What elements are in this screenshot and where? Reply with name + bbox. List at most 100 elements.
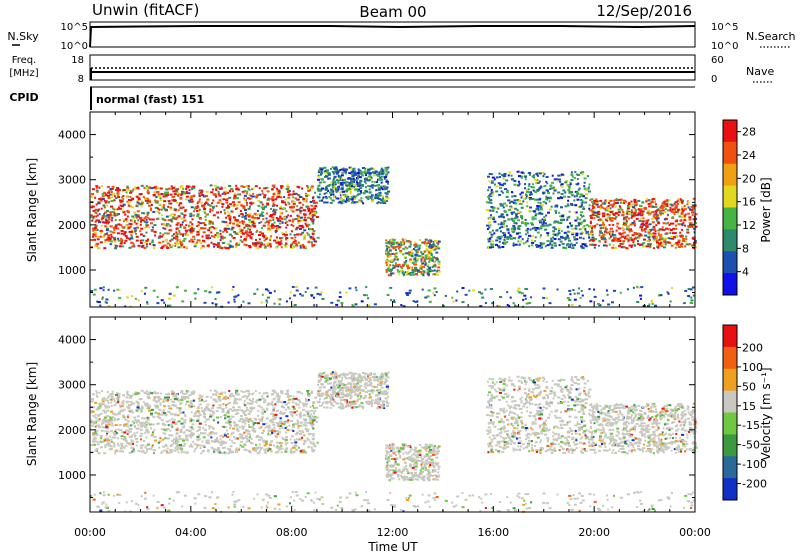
scatter-cell xyxy=(249,441,252,444)
scatter-cell xyxy=(461,287,465,289)
scatter-cell xyxy=(117,392,121,395)
scatter-cell xyxy=(189,225,193,228)
scatter-cell xyxy=(197,288,200,291)
scatter-cell xyxy=(228,185,232,187)
scatter-cell xyxy=(229,245,233,248)
scatter-cell xyxy=(147,226,150,229)
scatter-cell xyxy=(321,298,325,300)
scatter-cell xyxy=(299,438,303,441)
scatter-cell xyxy=(248,449,251,452)
scatter-cell xyxy=(166,245,169,248)
scatter-cell xyxy=(630,216,633,219)
scatter-cell xyxy=(349,178,353,180)
scatter-cell xyxy=(612,203,616,206)
scatter-cell xyxy=(637,199,641,202)
scatter-cell xyxy=(322,196,325,199)
scatter-cell xyxy=(207,204,211,206)
scatter-cell xyxy=(113,212,116,215)
scatter-cell xyxy=(140,220,142,223)
scatter-cell xyxy=(525,233,528,236)
scatter-cell xyxy=(279,207,283,210)
scatter-cell xyxy=(140,233,143,236)
scatter-cell xyxy=(140,425,143,428)
scatter-cell xyxy=(137,244,141,247)
scatter-cell xyxy=(426,264,429,266)
scatter-cell xyxy=(399,249,403,252)
scatter-cell xyxy=(279,412,283,415)
scatter-cell xyxy=(284,198,287,201)
scatter-cell xyxy=(110,233,113,236)
scatter-cell xyxy=(631,221,635,224)
scatter-cell xyxy=(580,246,584,249)
scatter-cell xyxy=(569,181,572,184)
scatter-cell xyxy=(659,209,662,212)
scatter-cell xyxy=(284,403,288,406)
scatter-cell xyxy=(104,301,107,304)
scatter-cell xyxy=(189,212,193,215)
scatter-cell xyxy=(643,228,647,231)
scatter-cell xyxy=(249,228,251,231)
scatter-cell xyxy=(199,427,202,430)
scatter-cell xyxy=(592,210,594,213)
scatter-cell xyxy=(258,392,261,395)
scatter-cell xyxy=(174,244,177,247)
scatter-cell xyxy=(642,217,645,220)
scatter-cell xyxy=(116,232,120,235)
scatter-cell xyxy=(645,245,649,248)
scatter-cell xyxy=(323,201,327,204)
scatter-cell xyxy=(641,220,645,223)
scatter-cell xyxy=(518,244,521,246)
scatter-cell xyxy=(658,243,661,246)
scatter-cell xyxy=(113,400,116,403)
scatter-cell xyxy=(221,220,224,223)
scatter-cell xyxy=(331,170,335,173)
scatter-cell xyxy=(602,299,605,302)
scatter-cell xyxy=(104,241,107,244)
scatter-cell xyxy=(294,236,297,239)
scatter-cell xyxy=(311,210,315,213)
scatter-cell xyxy=(202,222,206,224)
scatter-cell xyxy=(310,237,313,240)
scatter-cell xyxy=(124,444,128,447)
scatter-cell xyxy=(502,223,505,226)
scatter-cell xyxy=(616,222,620,225)
scatter-cell xyxy=(95,224,98,227)
scatter-cell xyxy=(543,216,546,219)
scatter-cell xyxy=(650,201,654,203)
scatter-cell xyxy=(510,227,514,230)
scatter-cell xyxy=(287,419,290,422)
scatter-cell xyxy=(215,232,219,235)
scatter-cell xyxy=(248,221,252,223)
scatter-cell xyxy=(210,235,214,238)
scatter-cell xyxy=(288,395,292,397)
scatter-cell xyxy=(538,180,541,183)
scatter-cell xyxy=(691,214,694,216)
scatter-cell xyxy=(674,232,677,235)
scatter-cell xyxy=(150,229,154,232)
scatter-cell xyxy=(313,296,315,299)
scatter-cell xyxy=(99,402,102,405)
scatter-cell xyxy=(271,393,275,396)
scatter-cell xyxy=(359,190,362,193)
scatter-cell xyxy=(566,234,569,237)
scatter-cell xyxy=(600,206,604,209)
scatter-cell xyxy=(493,232,496,235)
scatter-cell xyxy=(381,195,384,198)
scatter-cell xyxy=(647,219,650,221)
scatter-cell xyxy=(340,187,344,190)
scatter-cell xyxy=(587,186,590,189)
scatter-cell xyxy=(169,202,173,205)
scatter-cell xyxy=(495,243,498,246)
scatter-cell xyxy=(374,170,378,173)
scatter-cell xyxy=(540,234,542,237)
scatter-cell xyxy=(197,224,200,227)
scatter-cell xyxy=(258,213,261,216)
scatter-cell xyxy=(137,198,141,201)
scatter-cell xyxy=(100,199,103,202)
scatter-cell xyxy=(267,228,271,231)
scatter-cell xyxy=(287,406,290,409)
scatter-cell xyxy=(273,444,276,447)
scatter-cell xyxy=(318,293,322,296)
scatter-cell xyxy=(489,224,492,227)
scatter-cell xyxy=(244,414,247,416)
